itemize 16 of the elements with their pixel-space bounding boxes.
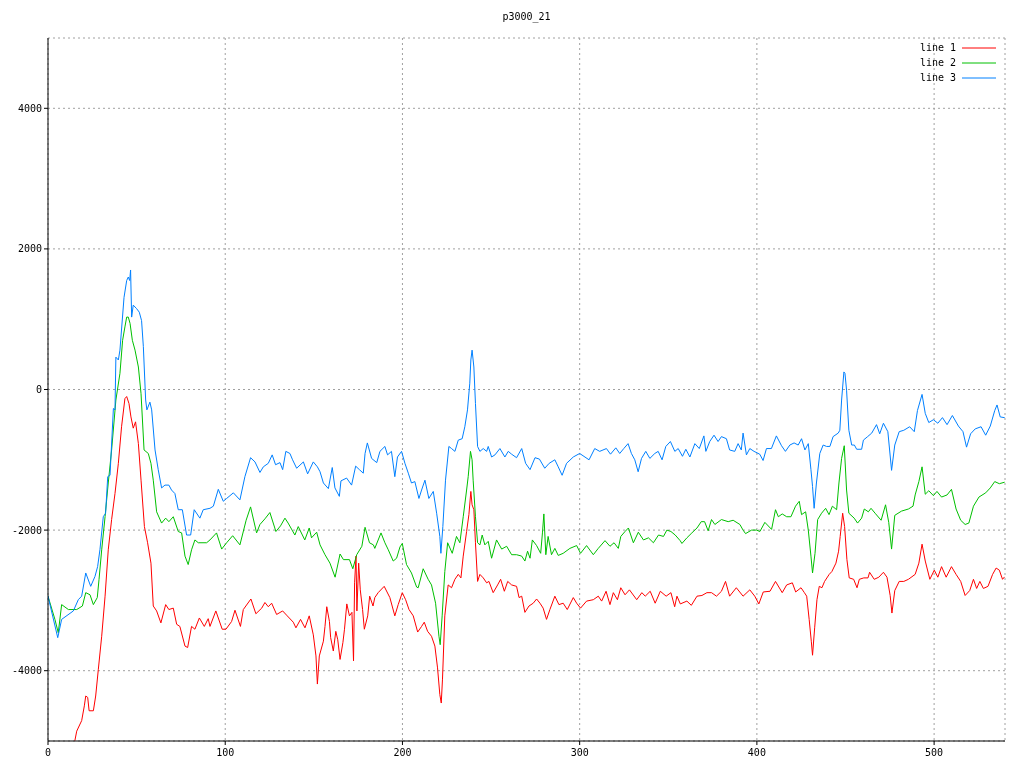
y-tick-label: 0 bbox=[35, 384, 42, 396]
line-series bbox=[74, 396, 1005, 741]
x-tick-label: 500 bbox=[925, 747, 944, 759]
x-tick-label: 0 bbox=[44, 747, 52, 759]
y-tick-label: -2000 bbox=[11, 524, 42, 536]
x-tick-label: 100 bbox=[216, 747, 235, 759]
x-tick-label: 300 bbox=[570, 747, 589, 759]
y-tick-label: -4000 bbox=[11, 665, 42, 677]
legend-label: line 1 bbox=[919, 41, 956, 55]
legend-label: line 3 bbox=[919, 71, 956, 85]
chart-title: p3000_21 bbox=[502, 11, 551, 22]
x-tick-label: 200 bbox=[393, 747, 412, 759]
x-tick-label: 400 bbox=[747, 747, 766, 759]
y-tick-label: 2000 bbox=[17, 243, 42, 255]
y-tick-label: 4000 bbox=[17, 102, 42, 114]
legend-label: line 2 bbox=[919, 56, 956, 70]
